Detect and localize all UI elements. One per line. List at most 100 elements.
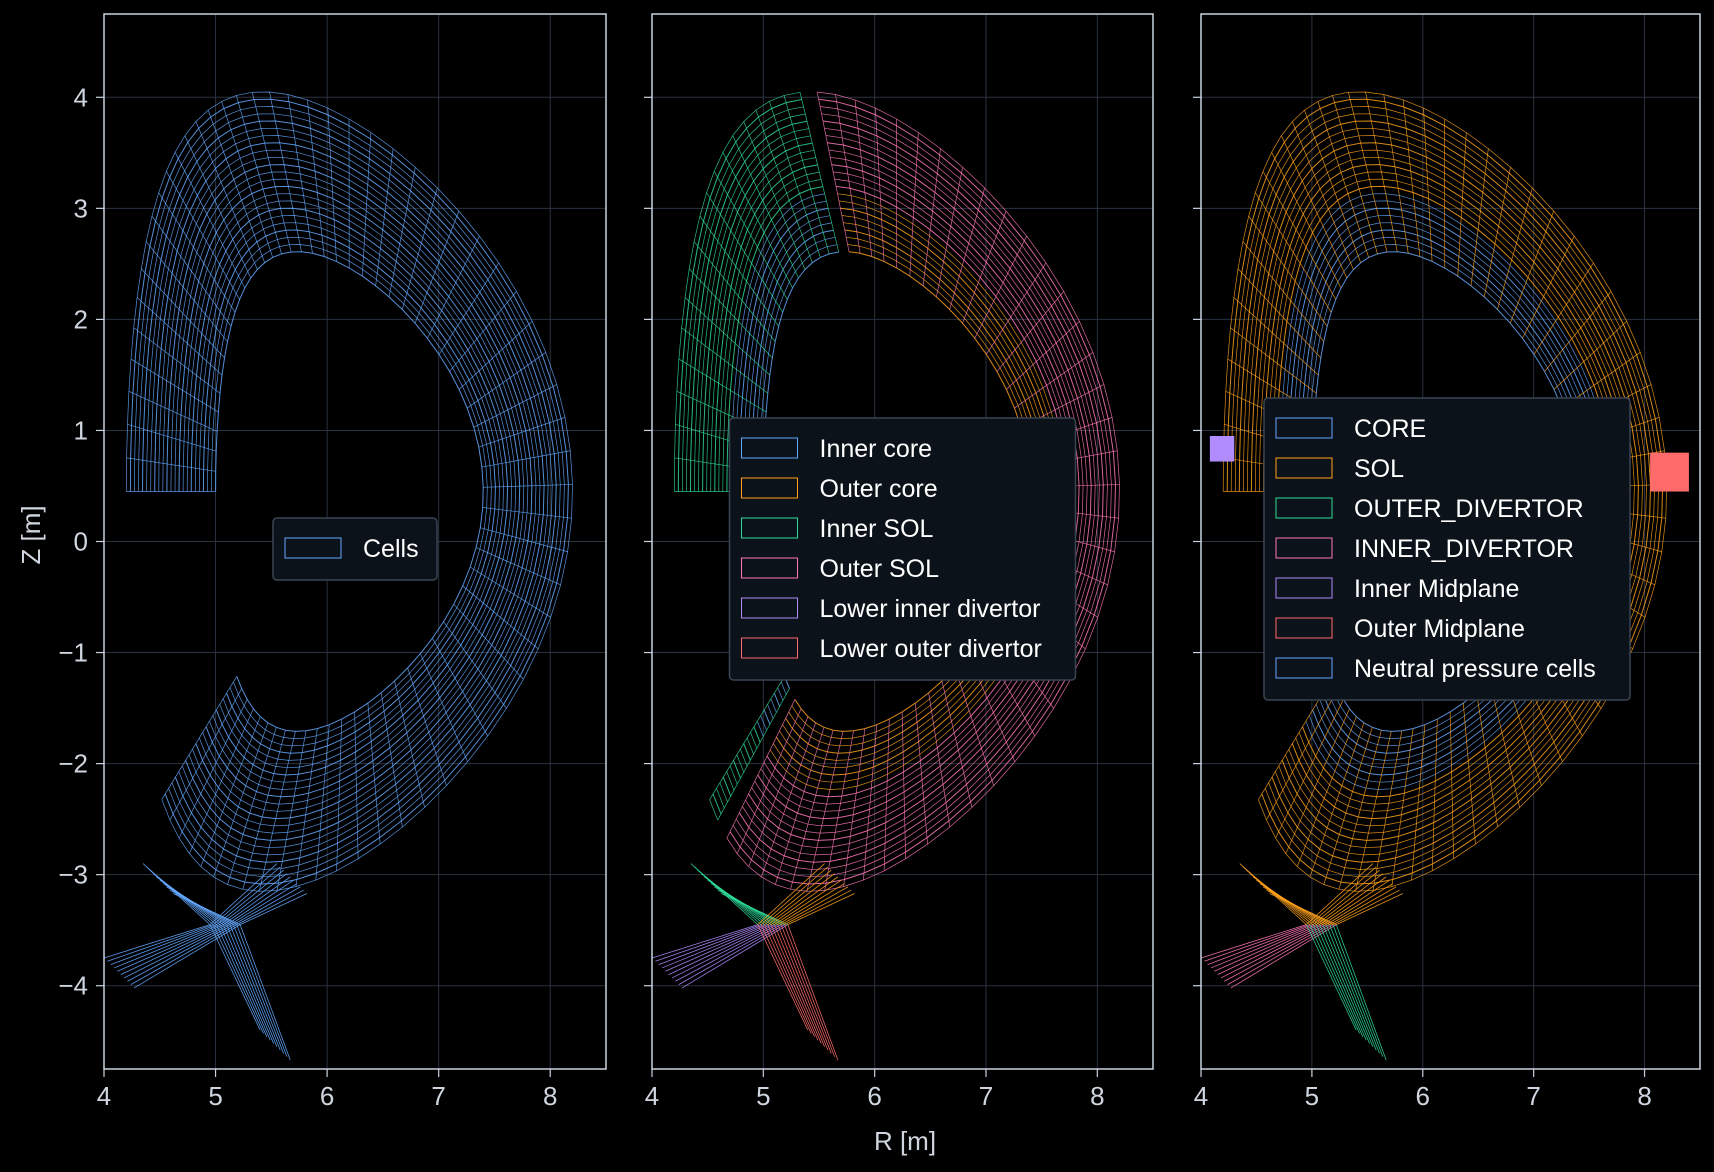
x-tick-label: 5: [1305, 1081, 1319, 1111]
legend-swatch: [741, 557, 798, 579]
mesh-line: [1533, 262, 1594, 355]
mesh-line: [276, 730, 307, 891]
mesh-line: [1230, 327, 1317, 394]
divertor-line: [1214, 924, 1320, 972]
mesh-line: [414, 210, 460, 324]
legend-box: [272, 517, 438, 581]
inner-midplane-block: [1209, 436, 1235, 462]
mesh-line: [1317, 101, 1370, 258]
divertor-line: [1224, 924, 1330, 982]
mesh-line: [770, 698, 777, 713]
mesh-line: [875, 108, 885, 262]
divertor-line: [172, 893, 241, 925]
mesh-line: [713, 171, 788, 300]
mesh-line: [986, 262, 1047, 355]
mesh-line: [1262, 171, 1337, 300]
mesh-line: [726, 699, 796, 839]
mesh-line: [716, 788, 725, 809]
panel-3: 4 5 6 7 8 CORE SOL OUTER_DIVERTOR INNER_DIVERTOR…: [1193, 13, 1701, 1111]
mesh-line: [719, 782, 728, 803]
mesh-line: [432, 638, 489, 737]
divertor-line: [655, 924, 762, 962]
divertor-line: [678, 924, 785, 985]
legend-label: Inner Midplane: [1354, 575, 1519, 603]
legend-swatch: [1275, 657, 1333, 679]
mesh-line: [722, 777, 732, 797]
divertor-line: [1230, 924, 1337, 989]
x-tick-label: 7: [979, 1081, 993, 1111]
panels: 4 5 6 7 8 −4 −3 −2 −1 0 1 2 3 4 Cells 4 5 6 7 8 Inner core Ou…: [58, 13, 1701, 1111]
mesh-line: [745, 135, 1096, 849]
mesh-line: [732, 135, 799, 279]
mesh-line: [145, 241, 228, 342]
mesh-line: [1323, 727, 1373, 885]
divertor-line: [233, 924, 284, 1054]
mesh-line: [1255, 192, 1332, 313]
mesh-line: [130, 358, 219, 413]
legend-swatch: [284, 537, 342, 559]
mesh-line: [777, 687, 784, 701]
mesh-line: [883, 719, 890, 871]
divertor-line: [1204, 924, 1310, 962]
legend-label: Outer core: [820, 475, 938, 503]
mesh-line: [1553, 321, 1627, 390]
divertor-line: [770, 924, 822, 1044]
mesh-line: [388, 167, 416, 297]
legend: Inner core Outer core Inner SOL Outer SOL Lo…: [728, 417, 1077, 681]
y-tick-label: 4: [74, 82, 88, 112]
mesh-line: [717, 688, 790, 821]
mesh-line: [928, 692, 951, 828]
legend-swatch: [1275, 417, 1333, 439]
mesh-line: [1311, 251, 1579, 732]
mesh-line: [327, 108, 337, 262]
mesh-line: [1372, 730, 1403, 891]
mesh-line: [816, 91, 850, 252]
mesh-line: [732, 106, 1112, 878]
divertor-line: [1316, 873, 1384, 925]
legend-label: SOL: [1354, 455, 1404, 483]
mesh-line: [1509, 210, 1555, 324]
divertor-line: [1332, 889, 1400, 925]
divertor-line: [1207, 924, 1314, 965]
divertor-line: [226, 924, 278, 1047]
x-tick-label: 6: [320, 1081, 334, 1111]
mesh-line: [420, 653, 468, 762]
mesh-line: [1233, 297, 1319, 376]
divertor-line: [219, 873, 288, 925]
x-tick-label: 7: [431, 1081, 445, 1111]
mesh: [1200, 91, 1689, 1061]
legend-label: Lower outer divertor: [820, 635, 1042, 663]
divertor-line: [1217, 924, 1324, 975]
mesh-line: [799, 92, 840, 253]
mesh-line: [235, 95, 282, 254]
mesh-line: [756, 721, 764, 737]
legend-label: Inner core: [820, 435, 933, 463]
y-tick-label: 2: [74, 304, 88, 334]
divertor-line: [1309, 866, 1377, 925]
mesh-line: [790, 730, 834, 890]
divertor-line: [1319, 924, 1370, 1044]
legend-swatch: [741, 597, 798, 619]
legend-label: INNER_DIVERTOR: [1354, 535, 1574, 563]
mesh-line: [295, 728, 318, 887]
mesh-line: [258, 731, 296, 892]
divertor-line: [665, 924, 772, 972]
mesh-line: [699, 215, 779, 327]
mesh-line: [126, 457, 216, 472]
y-axis-label: Z [m]: [16, 505, 46, 564]
divertor-line: [236, 889, 304, 925]
mesh-line: [1431, 719, 1438, 871]
mesh-line: [1242, 241, 1325, 342]
panel-1: 4 5 6 7 8 −4 −3 −2 −1 0 1 2 3 4 Cells: [58, 13, 607, 1111]
divertor-line: [229, 883, 298, 925]
mesh-line: [482, 507, 572, 519]
mesh-line: [407, 667, 447, 786]
mesh-line: [1449, 711, 1454, 859]
mesh-line: [909, 132, 919, 277]
mesh-line: [773, 693, 781, 707]
legend-box: [1263, 397, 1631, 701]
divertor-line: [1326, 883, 1394, 925]
mesh-line: [473, 384, 557, 428]
mesh-line: [726, 771, 735, 791]
mesh-line: [1348, 92, 1388, 253]
